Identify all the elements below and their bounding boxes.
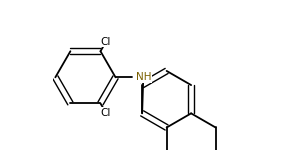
Text: NH: NH [136, 72, 151, 82]
Text: Cl: Cl [101, 37, 111, 47]
Text: Cl: Cl [101, 108, 111, 118]
